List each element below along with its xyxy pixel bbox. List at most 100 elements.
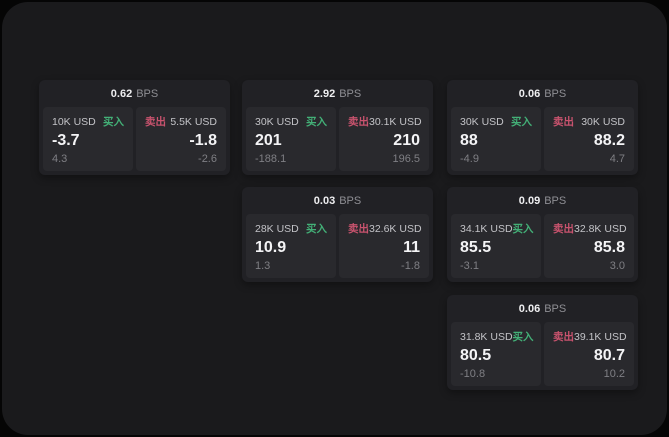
buy-size: 31.8K USD bbox=[460, 330, 513, 343]
sell-sub-value: 196.5 bbox=[392, 152, 420, 165]
card-header: 0.06 BPS bbox=[447, 295, 638, 322]
card-body: 30K USD 买入 88 -4.9 卖出 30K USD 88.2 4.7 bbox=[451, 107, 634, 171]
sell-price: 80.7 bbox=[593, 346, 625, 364]
bps-value: 0.09 bbox=[518, 194, 541, 207]
card-body: 30K USD 买入 201 -188.1 卖出 30.1K USD 210 1… bbox=[246, 107, 429, 171]
card-body: 34.1K USD 买入 85.5 -3.1 卖出 32.8K USD 85.8… bbox=[451, 214, 634, 278]
card-header: 2.92 BPS bbox=[242, 80, 433, 107]
sell-label-row: 卖出 30K USD bbox=[553, 114, 625, 129]
sell-tag: 卖出 bbox=[553, 116, 574, 128]
buy-tag: 买入 bbox=[306, 223, 327, 235]
buy-size: 30K USD bbox=[460, 115, 504, 128]
sell-label-row: 卖出 32.8K USD bbox=[553, 221, 627, 236]
sell-panel[interactable]: 卖出 39.1K USD 80.7 10.2 bbox=[544, 322, 634, 386]
buy-tag: 买入 bbox=[103, 116, 124, 128]
bps-unit: BPS bbox=[136, 87, 159, 100]
quote-card: 2.92 BPS 30K USD 买入 201 -188.1 卖出 30.1K … bbox=[242, 80, 433, 175]
buy-sub-value: -4.9 bbox=[460, 152, 479, 165]
buy-size: 28K USD bbox=[255, 222, 299, 235]
sell-panel[interactable]: 卖出 32.8K USD 85.8 3.0 bbox=[544, 214, 634, 278]
sell-sub-value: -2.6 bbox=[198, 152, 217, 165]
buy-tag: 买入 bbox=[511, 116, 532, 128]
buy-label-row: 31.8K USD 买入 bbox=[460, 329, 534, 344]
sell-tag: 卖出 bbox=[553, 223, 574, 235]
sell-price: -1.8 bbox=[189, 131, 217, 149]
buy-panel[interactable]: 10K USD 买入 -3.7 4.3 bbox=[43, 107, 133, 171]
buy-panel[interactable]: 30K USD 买入 201 -188.1 bbox=[246, 107, 336, 171]
sell-sub-value: 10.2 bbox=[603, 367, 625, 380]
buy-sub-value: -188.1 bbox=[255, 152, 287, 165]
card-body: 31.8K USD 买入 80.5 -10.8 卖出 39.1K USD 80.… bbox=[451, 322, 634, 386]
sell-size: 32.6K USD bbox=[369, 222, 422, 235]
buy-price: 201 bbox=[255, 131, 282, 149]
buy-tag: 买入 bbox=[512, 223, 534, 235]
sell-sub-value: -1.8 bbox=[401, 259, 420, 272]
buy-price: 80.5 bbox=[460, 346, 492, 364]
sell-size: 32.8K USD bbox=[574, 222, 627, 235]
quote-card: 0.06 BPS 31.8K USD 买入 80.5 -10.8 卖出 39.1… bbox=[447, 295, 638, 390]
bps-unit: BPS bbox=[544, 194, 567, 207]
buy-price: 85.5 bbox=[460, 238, 492, 256]
sell-panel[interactable]: 卖出 32.6K USD 11 -1.8 bbox=[339, 214, 429, 278]
card-body: 10K USD 买入 -3.7 4.3 卖出 5.5K USD -1.8 -2.… bbox=[43, 107, 226, 171]
buy-price: 88 bbox=[460, 131, 478, 149]
sell-label-row: 卖出 32.6K USD bbox=[348, 221, 422, 236]
bps-value: 0.06 bbox=[518, 87, 541, 100]
sell-tag: 卖出 bbox=[348, 223, 369, 235]
bps-unit: BPS bbox=[544, 87, 567, 100]
buy-label-row: 10K USD 买入 bbox=[52, 114, 124, 129]
buy-size: 30K USD bbox=[255, 115, 299, 128]
sell-sub-value: 4.7 bbox=[609, 152, 625, 165]
sell-price: 85.8 bbox=[593, 238, 625, 256]
buy-size: 34.1K USD bbox=[460, 222, 513, 235]
buy-panel[interactable]: 31.8K USD 买入 80.5 -10.8 bbox=[451, 322, 541, 386]
sell-price: 210 bbox=[393, 131, 420, 149]
buy-tag: 买入 bbox=[306, 116, 327, 128]
buy-label-row: 28K USD 买入 bbox=[255, 221, 327, 236]
sell-tag: 卖出 bbox=[553, 331, 574, 343]
sell-price: 88.2 bbox=[593, 131, 625, 149]
quote-card: 0.06 BPS 30K USD 买入 88 -4.9 卖出 30K USD 8… bbox=[447, 80, 638, 175]
buy-label-row: 30K USD 买入 bbox=[460, 114, 532, 129]
quote-card: 0.03 BPS 28K USD 买入 10.9 1.3 卖出 32.6K US… bbox=[242, 187, 433, 282]
bps-unit: BPS bbox=[339, 194, 362, 207]
buy-label-row: 34.1K USD 买入 bbox=[460, 221, 534, 236]
buy-sub-value: -10.8 bbox=[460, 367, 486, 380]
card-header: 0.09 BPS bbox=[447, 187, 638, 214]
sell-size: 30K USD bbox=[581, 115, 625, 128]
sell-size: 30.1K USD bbox=[369, 115, 422, 128]
sell-panel[interactable]: 卖出 5.5K USD -1.8 -2.6 bbox=[136, 107, 226, 171]
sell-panel[interactable]: 卖出 30K USD 88.2 4.7 bbox=[544, 107, 634, 171]
buy-price: 10.9 bbox=[255, 238, 287, 256]
card-header: 0.62 BPS bbox=[39, 80, 230, 107]
bps-value: 0.06 bbox=[518, 302, 541, 315]
quote-card: 0.09 BPS 34.1K USD 买入 85.5 -3.1 卖出 32.8K… bbox=[447, 187, 638, 282]
buy-panel[interactable]: 28K USD 买入 10.9 1.3 bbox=[246, 214, 336, 278]
sell-price: 11 bbox=[403, 238, 420, 256]
sell-tag: 卖出 bbox=[145, 116, 166, 128]
buy-panel[interactable]: 34.1K USD 买入 85.5 -3.1 bbox=[451, 214, 541, 278]
buy-tag: 买入 bbox=[512, 331, 534, 343]
card-header: 0.03 BPS bbox=[242, 187, 433, 214]
buy-label-row: 30K USD 买入 bbox=[255, 114, 327, 129]
bps-unit: BPS bbox=[339, 87, 362, 100]
buy-size: 10K USD bbox=[52, 115, 96, 128]
sell-label-row: 卖出 5.5K USD bbox=[145, 114, 217, 129]
card-header: 0.06 BPS bbox=[447, 80, 638, 107]
buy-panel[interactable]: 30K USD 买入 88 -4.9 bbox=[451, 107, 541, 171]
bps-value: 0.03 bbox=[313, 194, 336, 207]
card-body: 28K USD 买入 10.9 1.3 卖出 32.6K USD 11 -1.8 bbox=[246, 214, 429, 278]
quote-card: 0.62 BPS 10K USD 买入 -3.7 4.3 卖出 5.5K USD… bbox=[39, 80, 230, 175]
sell-panel[interactable]: 卖出 30.1K USD 210 196.5 bbox=[339, 107, 429, 171]
bps-value: 2.92 bbox=[313, 87, 336, 100]
sell-size: 5.5K USD bbox=[170, 115, 217, 128]
sell-tag: 卖出 bbox=[348, 116, 369, 128]
sell-label-row: 卖出 30.1K USD bbox=[348, 114, 422, 129]
buy-sub-value: -3.1 bbox=[460, 259, 479, 272]
buy-sub-value: 4.3 bbox=[52, 152, 68, 165]
sell-size: 39.1K USD bbox=[574, 330, 627, 343]
bps-value: 0.62 bbox=[110, 87, 133, 100]
sell-sub-value: 3.0 bbox=[609, 259, 625, 272]
